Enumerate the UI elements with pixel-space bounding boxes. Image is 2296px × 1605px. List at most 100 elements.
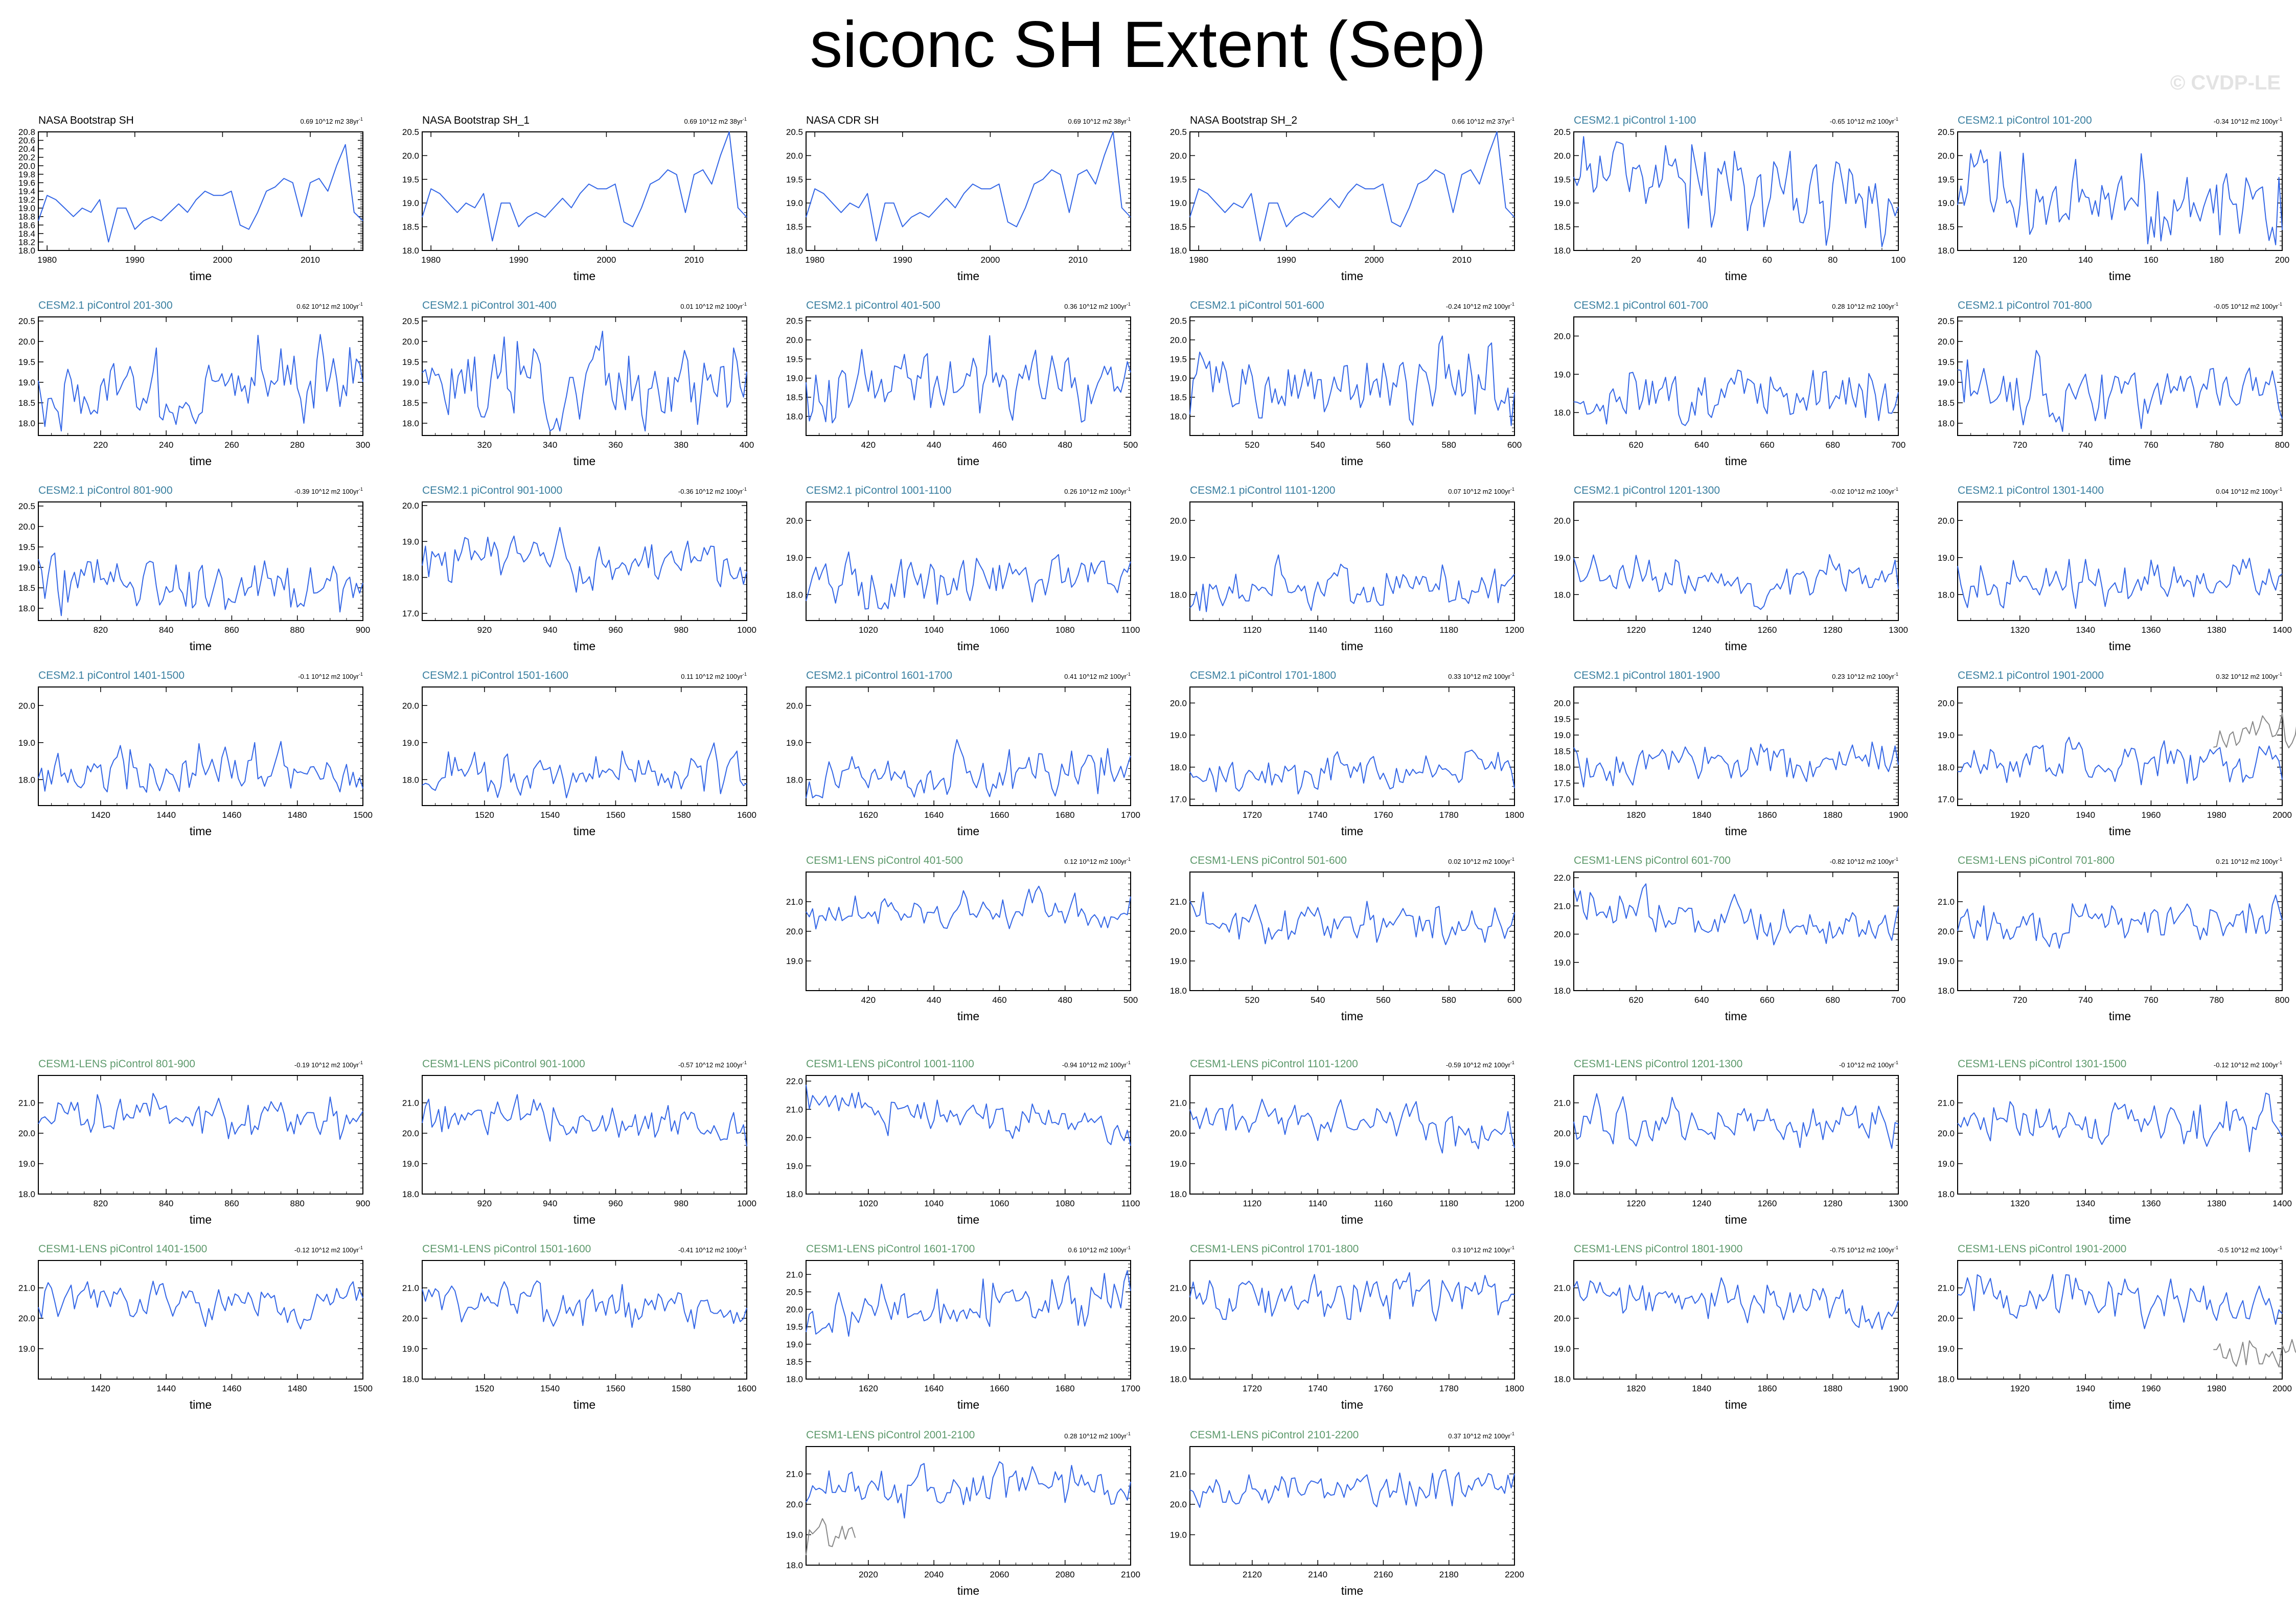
y-tick-label: 20.0 — [1554, 151, 1571, 161]
x-tick-label: 700 — [1891, 995, 1905, 1005]
panel-title: CESM2.1 piControl 701-800 — [1958, 300, 2092, 311]
x-tick-label: 80 — [1828, 255, 1838, 265]
series-line — [1957, 895, 2283, 949]
x-axis-label: time — [1341, 454, 1363, 468]
series-line — [806, 1085, 1131, 1146]
x-axis-label: time — [1341, 824, 1363, 838]
x-tick-label: 1120 — [1243, 1199, 1262, 1208]
chart-panel: CESM2.1 piControl 1901-2000 0.32 10^12 m2… — [1938, 670, 2296, 838]
series-line — [1189, 1098, 1515, 1154]
x-tick-label: 100 — [1891, 255, 1905, 265]
x-tick-label: 1480 — [288, 1384, 307, 1393]
panel-title: CESM2.1 piControl 1-100 — [1574, 114, 1696, 126]
x-tick-label: 740 — [2078, 995, 2093, 1005]
panel-title: CESM2.1 piControl 901-1000 — [422, 485, 562, 496]
x-tick-label: 540 — [1311, 440, 1325, 450]
x-tick-label: 1620 — [859, 810, 878, 820]
x-tick-label: 620 — [1629, 995, 1643, 1005]
y-tick-label: 20.5 — [402, 316, 419, 326]
x-tick-label: 1260 — [1758, 625, 1777, 635]
trend-label: -0.12 10^12 m2 100yr-1 — [2214, 1060, 2282, 1069]
y-tick-label: 19.5 — [1938, 357, 1955, 367]
x-tick-label: 280 — [290, 440, 305, 450]
x-tick-label: 160 — [2144, 255, 2158, 265]
plot-frame — [806, 1260, 1131, 1380]
x-tick-label: 780 — [2210, 995, 2224, 1005]
trend-exponent: -1 — [743, 117, 747, 122]
y-tick-label: 20.0 — [18, 161, 35, 171]
trend-exponent: -1 — [1127, 857, 1131, 862]
y-tick-label: 21.0 — [1170, 1283, 1187, 1293]
x-tick-label: 1460 — [222, 1384, 242, 1393]
y-tick-label: 19.0 — [1938, 553, 1955, 563]
x-tick-label: 620 — [1629, 440, 1643, 450]
trend-label: -0.12 10^12 m2 100yr-1 — [294, 1245, 363, 1254]
x-tick-label: 900 — [356, 625, 370, 635]
y-tick-label: 20.0 — [18, 337, 35, 347]
trend-label: -0.02 10^12 m2 100yr-1 — [1830, 487, 1898, 495]
series-line — [806, 551, 1131, 610]
y-tick-label: 20.0 — [402, 1129, 419, 1138]
plot-frame — [422, 686, 747, 806]
y-tick-label: 18.0 — [786, 1189, 803, 1199]
trend-exponent: -1 — [2278, 1245, 2282, 1250]
y-tick-label: 20.0 — [1170, 1500, 1187, 1509]
y-tick-label: 20.0 — [1938, 1129, 1955, 1138]
series-line — [1189, 891, 1515, 946]
y-tick-label: 18.5 — [1170, 222, 1187, 232]
y-tick-label: 18.5 — [402, 398, 419, 408]
series-line — [1573, 883, 1899, 946]
plot-frame — [1573, 1075, 1899, 1195]
y-tick-label: 18.0 — [402, 573, 419, 583]
x-axis-label: time — [1725, 454, 1747, 468]
plot-frame — [38, 1260, 363, 1380]
x-tick-label: 1580 — [672, 810, 691, 820]
series-line — [1189, 749, 1515, 795]
trend-exponent: -1 — [1510, 302, 1514, 307]
x-axis-label: time — [1341, 1398, 1363, 1411]
y-tick-label: 19.5 — [1170, 354, 1187, 364]
panel-title: CESM2.1 piControl 201-300 — [38, 300, 173, 311]
x-tick-label: 1400 — [2272, 625, 2292, 635]
x-tick-label: 1500 — [353, 810, 373, 820]
trend-exponent: -1 — [1127, 302, 1131, 307]
y-tick-label: 20.0 — [402, 337, 419, 347]
plot-frame — [806, 1075, 1131, 1195]
y-tick-label: 19.5 — [1554, 715, 1571, 724]
x-tick-label: 420 — [861, 995, 876, 1005]
chart-panel: CESM2.1 piControl 1101-1200 0.07 10^12 m2… — [1170, 485, 1524, 653]
y-tick-label: 18.0 — [786, 246, 803, 256]
y-tick-label: 20.0 — [1170, 1129, 1187, 1138]
series-line — [1957, 1274, 2283, 1329]
x-tick-label: 1980 — [2207, 1384, 2226, 1393]
y-tick-label: 19.0 — [1170, 1344, 1187, 1354]
x-tick-label: 1440 — [156, 1384, 176, 1393]
plot-frame — [806, 131, 1131, 251]
x-tick-label: 680 — [1826, 440, 1840, 450]
y-tick-label: 19.0 — [1938, 1159, 1955, 1169]
x-tick-label: 2160 — [1374, 1570, 1393, 1579]
x-tick-label: 980 — [674, 1199, 688, 1208]
y-tick-label: 19.8 — [18, 170, 35, 179]
trend-exponent: -1 — [359, 672, 363, 677]
x-tick-label: 1460 — [222, 810, 242, 820]
x-tick-label: 1980 — [2207, 810, 2226, 820]
y-tick-label: 19.0 — [1170, 1159, 1187, 1169]
y-tick-label: 20.2 — [18, 153, 35, 163]
y-tick-label: 19.0 — [1554, 553, 1571, 563]
chart-panel: CESM2.1 piControl 701-800 -0.05 10^12 m2 … — [1938, 300, 2289, 468]
y-tick-label: 19.5 — [786, 354, 803, 364]
y-tick-label: 21.0 — [1170, 1470, 1187, 1479]
series-line — [806, 131, 1131, 242]
panel-title: CESM1-LENS piControl 1701-1800 — [1190, 1243, 1359, 1255]
x-axis-label: time — [1341, 1213, 1363, 1226]
y-tick-label: 20.0 — [1554, 1129, 1571, 1138]
x-tick-label: 1340 — [2076, 1199, 2095, 1208]
x-tick-label: 1640 — [924, 810, 944, 820]
chart-panel: CESM1-LENS piControl 1601-1700 0.6 10^12 … — [786, 1243, 1140, 1411]
x-tick-label: 1500 — [353, 1384, 373, 1393]
y-tick-label: 20.0 — [402, 501, 419, 511]
x-tick-label: 300 — [356, 440, 370, 450]
y-tick-label: 20.0 — [1554, 1314, 1571, 1323]
x-axis-label: time — [1341, 1010, 1363, 1023]
